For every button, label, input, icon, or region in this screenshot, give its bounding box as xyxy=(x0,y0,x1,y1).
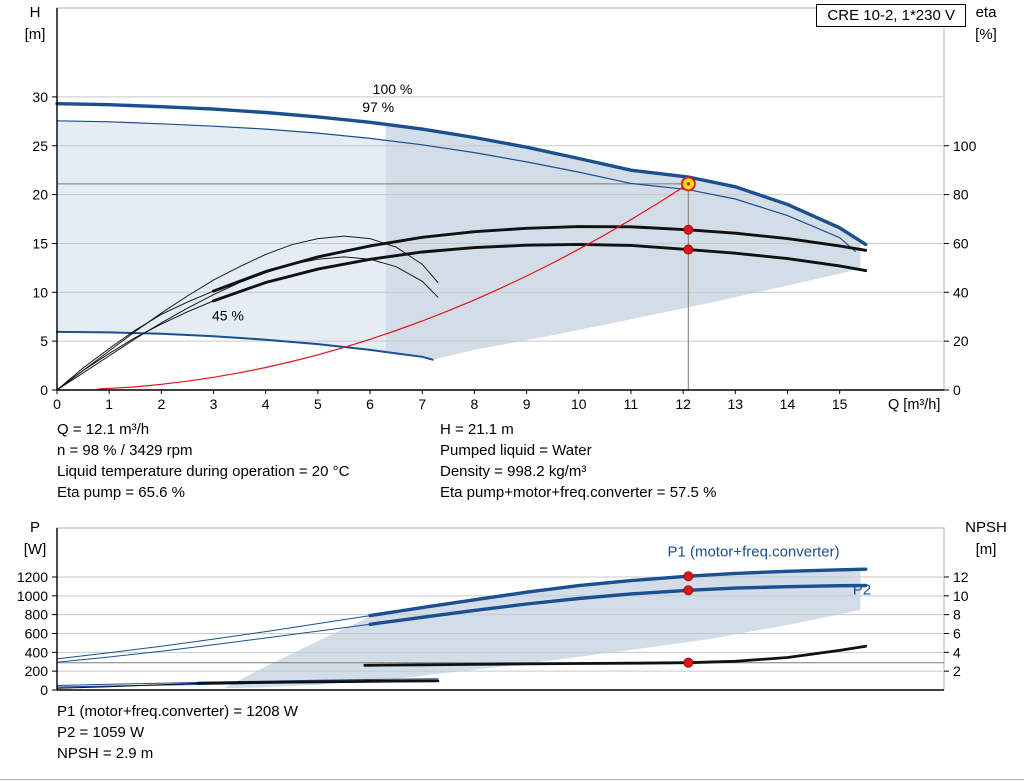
y-left-tick-label: 5 xyxy=(40,333,48,349)
head-axis-letter: H xyxy=(29,4,41,21)
p2-point xyxy=(683,585,694,596)
x-tick-label: 15 xyxy=(832,396,848,412)
y-left-tick-label: 25 xyxy=(32,138,48,154)
liquid-temperature-readout: Liquid temperature during operation = 20… xyxy=(57,463,350,480)
x-axis-unit-label: Q [m³/h] xyxy=(888,397,940,413)
pump-model-title: CRE 10-2, 1*230 V xyxy=(816,4,966,27)
eta-total-point xyxy=(683,244,694,255)
speed-readout: n = 98 % / 3429 rpm xyxy=(57,442,193,459)
y-left-tick-label: 10 xyxy=(32,284,48,300)
head-curve-97pct xyxy=(56,120,856,252)
y-right-tick-label: 6 xyxy=(953,625,961,641)
npsh-axis-letter: NPSH xyxy=(965,519,1007,536)
x-tick-label: 14 xyxy=(780,396,796,412)
duty-readout-right-column: H = 21.1 m Pumped liquid = Water Density… xyxy=(440,419,716,503)
head-readout: H = 21.1 m xyxy=(440,421,514,438)
p1-curve-bold xyxy=(368,567,868,618)
npsh-axis-unit: NPSH [m] xyxy=(956,517,1016,561)
p2-readout: P2 = 1059 W xyxy=(57,724,145,741)
y-left-tick-label: 200 xyxy=(25,663,49,679)
speed-label-97: 97 % xyxy=(362,99,394,115)
x-tick-label: 4 xyxy=(262,396,270,412)
power-axis-bracket: [W] xyxy=(23,541,47,558)
x-tick-label: 2 xyxy=(157,396,165,412)
eta-axis-bracket: [%] xyxy=(975,26,997,43)
npsh-axis-bracket: [m] xyxy=(975,541,997,558)
y-right-tick-label: 100 xyxy=(953,138,977,154)
eta-axis-letter: eta xyxy=(975,4,997,21)
operating-envelope xyxy=(385,124,861,360)
flow-readout: Q = 12.1 m³/h xyxy=(57,421,150,438)
power-envelope xyxy=(224,569,861,689)
p1-readout: P1 (motor+freq.converter) = 1208 W xyxy=(57,703,298,720)
eta-axis-unit: eta [%] xyxy=(964,2,1008,46)
operating-envelope-left xyxy=(57,120,386,352)
p1-point xyxy=(683,571,694,582)
y-left-tick-label: 800 xyxy=(25,607,49,623)
x-tick-label: 1 xyxy=(105,396,113,412)
y-left-tick-label: 30 xyxy=(32,89,48,105)
duty-point-center xyxy=(686,182,691,186)
power-axis-letter: P xyxy=(29,519,40,536)
y-right-tick-label: 10 xyxy=(953,588,969,604)
x-tick-label: 7 xyxy=(418,396,426,412)
x-tick-label: 12 xyxy=(675,396,691,412)
npsh-curve-low xyxy=(56,682,199,689)
head-axis-bracket: [m] xyxy=(24,26,46,43)
y-right-tick-label: 60 xyxy=(953,235,969,251)
y-right-tick-label: 80 xyxy=(953,187,969,203)
y-left-tick-label: 0 xyxy=(40,682,48,698)
eta-pump-point xyxy=(683,224,694,235)
npsh-curve xyxy=(363,644,868,667)
y-left-tick-label: 15 xyxy=(32,235,48,251)
head-curve-100pct xyxy=(55,102,868,247)
x-tick-label: 10 xyxy=(571,396,587,412)
y-left-tick-label: 1000 xyxy=(17,588,48,604)
bottom-divider xyxy=(0,779,1024,780)
speed-label-45: 45 % xyxy=(212,308,244,324)
y-left-tick-label: 1200 xyxy=(17,569,48,585)
eta-pump-readout: Eta pump = 65.6 % xyxy=(57,484,185,501)
eta-pump-curve-bold xyxy=(212,225,868,293)
p1-curve-label: P1 (motor+freq.converter) xyxy=(667,543,839,560)
npsh-point xyxy=(683,657,694,668)
x-tick-label: 9 xyxy=(523,396,531,412)
x-tick-label: 8 xyxy=(471,396,479,412)
y-right-tick-label: 12 xyxy=(953,569,969,585)
x-tick-label: 11 xyxy=(624,396,639,412)
y-left-tick-label: 20 xyxy=(32,187,48,203)
density-readout: Density = 998.2 kg/m³ xyxy=(440,463,587,480)
y-right-tick-label: 20 xyxy=(953,333,969,349)
x-tick-label: 3 xyxy=(210,396,218,412)
y-right-tick-label: 0 xyxy=(953,382,961,398)
x-tick-label: 13 xyxy=(728,396,744,412)
power-axis-unit: P [W] xyxy=(15,517,55,561)
system-curve xyxy=(98,183,689,390)
p2-curve-label: P2 xyxy=(853,581,871,598)
head-curve-45pct xyxy=(56,330,434,361)
y-right-tick-label: 2 xyxy=(953,663,961,679)
y-right-tick-label: 4 xyxy=(953,644,961,660)
npsh-readout: NPSH = 2.9 m xyxy=(57,745,154,762)
y-left-tick-label: 0 xyxy=(40,382,48,398)
y-right-tick-label: 40 xyxy=(953,284,969,300)
head-axis-unit: H [m] xyxy=(15,2,55,46)
y-left-tick-label: 400 xyxy=(25,644,49,660)
x-tick-label: 6 xyxy=(366,396,374,412)
speed-label-100: 100 % xyxy=(373,81,413,97)
eta-total-readout: Eta pump+motor+freq.converter = 57.5 % xyxy=(440,484,717,501)
duty-readout-left-column: Q = 12.1 m³/h n = 98 % / 3429 rpm Liquid… xyxy=(57,419,349,503)
y-left-tick-label: 600 xyxy=(25,625,49,641)
power-readout-column: P1 (motor+freq.converter) = 1208 W P2 = … xyxy=(57,701,298,764)
pumped-liquid-readout: Pumped liquid = Water xyxy=(440,442,592,459)
x-tick-label: 0 xyxy=(53,396,61,412)
eta-total-curve-bold xyxy=(212,242,868,303)
npsh-curve-45pct xyxy=(196,679,440,685)
p2-curve-bold xyxy=(368,583,868,626)
x-tick-label: 5 xyxy=(314,396,322,412)
y-right-tick-label: 8 xyxy=(953,607,961,623)
